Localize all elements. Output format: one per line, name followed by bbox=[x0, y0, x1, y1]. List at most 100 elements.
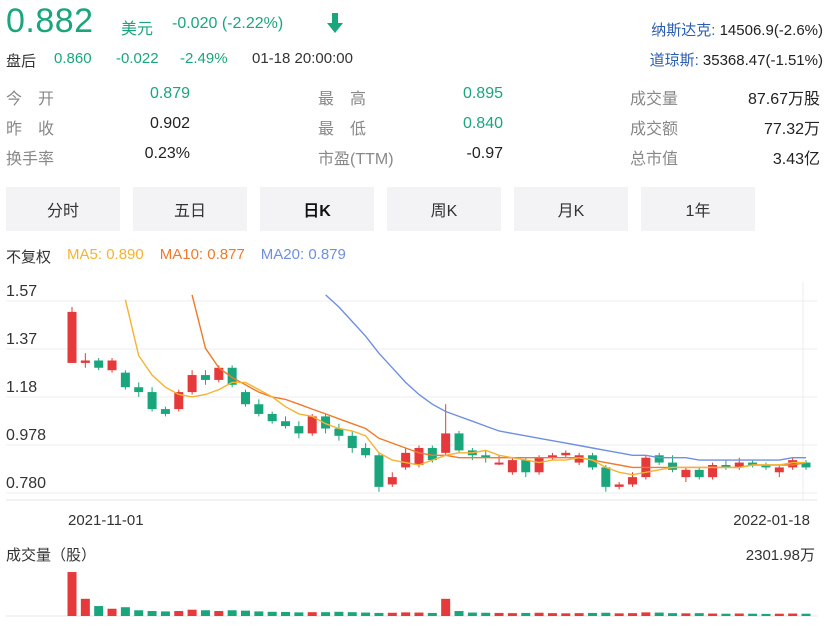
candle-body bbox=[521, 460, 531, 473]
ma20-label: MA20: 0.879 bbox=[260, 246, 346, 263]
tab-weekly-k[interactable]: 周K bbox=[387, 187, 501, 231]
index-name: 道琼斯: bbox=[649, 52, 699, 69]
current-price: 0.882 bbox=[6, 2, 94, 40]
candle-body bbox=[801, 462, 811, 468]
volume-bar bbox=[654, 612, 664, 616]
stat-value: 0.879 bbox=[149, 85, 190, 102]
candle-body bbox=[334, 428, 344, 436]
candle-body bbox=[361, 447, 371, 456]
volume-bar bbox=[160, 611, 170, 616]
candle-body bbox=[227, 367, 237, 385]
volume-bar bbox=[361, 612, 371, 616]
volume-bar bbox=[534, 612, 544, 616]
candle-body bbox=[187, 375, 197, 393]
candle-body bbox=[307, 416, 317, 434]
candle-body bbox=[534, 457, 544, 473]
volume-bar bbox=[387, 612, 397, 616]
volume-bar bbox=[708, 613, 718, 616]
ma10-label: MA10: 0.877 bbox=[159, 246, 245, 263]
candle-body bbox=[761, 464, 771, 468]
volume-label: 成交量（股） bbox=[6, 546, 96, 564]
y-tick-label: 1.18 bbox=[6, 379, 37, 396]
stat-value: 3.43亿 bbox=[772, 151, 820, 168]
candle-body bbox=[347, 435, 357, 448]
volume-bar bbox=[481, 612, 491, 616]
candle-body bbox=[414, 447, 424, 465]
stat-label: 昨 收 bbox=[6, 121, 55, 138]
candle-body bbox=[107, 360, 117, 371]
volume-bar bbox=[454, 611, 464, 616]
after-hours-pct: -2.49% bbox=[180, 50, 228, 67]
tab-monthly-k[interactable]: 月K bbox=[514, 187, 628, 231]
ma5-line bbox=[124, 299, 806, 476]
after-hours-label: 盘后 bbox=[6, 53, 37, 70]
candle-body bbox=[774, 467, 784, 473]
candle-body bbox=[387, 477, 397, 485]
volume-bar bbox=[507, 613, 517, 616]
stat-label: 总市值 bbox=[630, 151, 679, 168]
adjust-selector[interactable]: 不复权 bbox=[6, 249, 52, 266]
volume-bar bbox=[67, 572, 77, 616]
volume-bar bbox=[721, 613, 731, 616]
volume-bar bbox=[107, 608, 117, 616]
candle-body bbox=[321, 416, 331, 429]
volume-bar bbox=[427, 612, 437, 616]
candle-body bbox=[494, 462, 504, 465]
candle-body bbox=[174, 392, 184, 410]
volume-bar bbox=[227, 610, 237, 616]
candle-body bbox=[94, 360, 104, 368]
candle-body bbox=[120, 372, 130, 388]
candle-body bbox=[587, 455, 597, 468]
volume-bar bbox=[401, 612, 411, 616]
candle-body bbox=[281, 421, 291, 427]
index-value: 14506.9(-2.6%) bbox=[719, 22, 823, 39]
volume-bar bbox=[761, 613, 771, 616]
tab-one-year[interactable]: 1年 bbox=[641, 187, 755, 231]
stat-value: 0.23% bbox=[144, 145, 190, 162]
volume-bar bbox=[321, 612, 331, 616]
candle-body bbox=[614, 484, 624, 487]
ma-legend: 不复权 MA5: 0.890 MA10: 0.877 MA20: 0.879 bbox=[6, 246, 346, 267]
volume-bar bbox=[614, 613, 624, 616]
volume-bar bbox=[174, 611, 184, 616]
candle-body bbox=[721, 464, 731, 468]
volume-bar bbox=[628, 613, 638, 616]
candle-body bbox=[507, 460, 517, 473]
volume-bar bbox=[801, 613, 811, 616]
volume-bar bbox=[267, 611, 277, 616]
index-nasdaq[interactable]: 纳斯达克: 14506.9(-2.6%) bbox=[651, 19, 823, 40]
y-tick-label: 0.978 bbox=[6, 427, 46, 444]
candle-body bbox=[214, 367, 224, 380]
candle-body bbox=[574, 455, 584, 463]
volume-bar bbox=[147, 611, 157, 616]
volume-bar bbox=[281, 611, 291, 616]
volume-bar bbox=[774, 613, 784, 616]
stat-label: 最 低 bbox=[318, 121, 367, 138]
candle-body bbox=[267, 413, 277, 422]
candle-body bbox=[788, 460, 798, 468]
volume-bar bbox=[347, 612, 357, 616]
index-dowjones[interactable]: 道琼斯: 35368.47(-1.51%) bbox=[650, 49, 823, 70]
candle-body bbox=[708, 464, 718, 478]
ma5-label: MA5: 0.890 bbox=[67, 246, 144, 263]
tab-daily-k[interactable]: 日K bbox=[260, 187, 374, 231]
candle-body bbox=[748, 462, 758, 465]
stat-value: -0.97 bbox=[466, 145, 503, 162]
volume-bar bbox=[748, 613, 758, 616]
tab-minute[interactable]: 分时 bbox=[6, 187, 120, 231]
candle-body bbox=[481, 455, 491, 458]
candle-body bbox=[454, 433, 464, 451]
stat-value: 0.895 bbox=[462, 85, 503, 102]
index-value: 35368.47(-1.51%) bbox=[702, 52, 823, 69]
volume-bar bbox=[334, 611, 344, 616]
volume-bar bbox=[694, 613, 704, 616]
candle-body bbox=[240, 392, 250, 405]
tab-five-day[interactable]: 五日 bbox=[133, 187, 247, 231]
arrow-down-icon bbox=[327, 13, 343, 33]
volume-bar bbox=[467, 612, 477, 616]
volume-bar bbox=[547, 613, 557, 616]
y-tick-label: 0.780 bbox=[6, 475, 46, 492]
stat-value: 77.32万 bbox=[763, 121, 820, 138]
volume-bar bbox=[120, 607, 130, 616]
